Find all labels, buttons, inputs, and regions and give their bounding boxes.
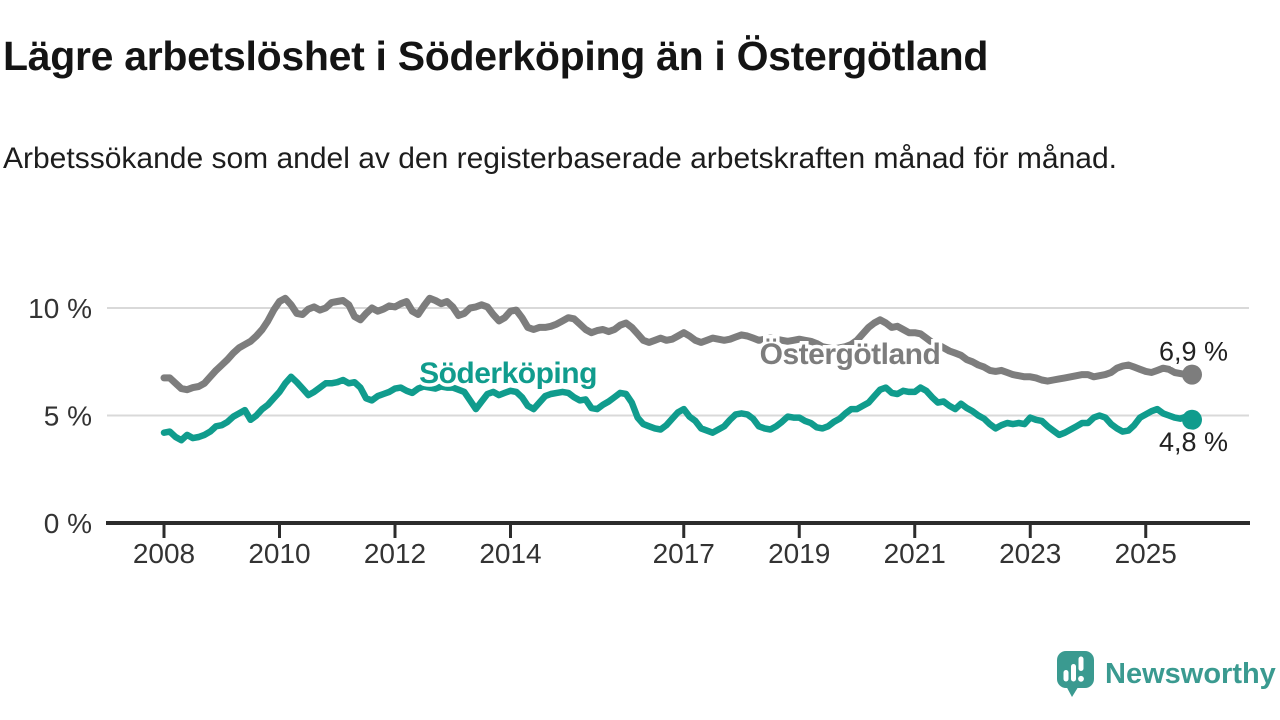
y-axis-tick-label: 10 % [28, 293, 92, 324]
x-axis-tick-label: 2008 [133, 538, 195, 569]
x-axis-tick-label: 2010 [248, 538, 310, 569]
bar-chart-speech-bubble-icon [1057, 651, 1094, 697]
series-end-dot [1182, 409, 1202, 430]
x-axis-tick-label: 2023 [999, 538, 1061, 569]
y-axis-tick-label: 5 % [44, 401, 92, 432]
x-axis-tick-label: 2021 [884, 538, 946, 569]
series-line-ostergotland [160, 294, 1196, 394]
series-end-value-label: 4,8 % [1159, 427, 1228, 457]
chart-title: Lägre arbetslöshet i Söderköping än i Ös… [3, 33, 989, 79]
line-chart: 10 % 5 % 0 % 2008 2010 2012 2014 2017 2019 2021 20… [28, 293, 1250, 569]
series-end-value-label: 6,9 % [1159, 337, 1228, 367]
x-axis-tick-label: 2014 [479, 538, 541, 569]
newsworthy-logo-text: Newsworthy [1105, 657, 1276, 690]
series-label: Östergötland [760, 338, 941, 371]
x-axis-tick-label: 2012 [364, 538, 426, 569]
series-end-dot [1182, 364, 1202, 385]
x-axis-tick-label: 2019 [768, 538, 830, 569]
series-line-soderkoping [160, 373, 1196, 444]
x-axis-tick-label: 2017 [653, 538, 715, 569]
chart-subtitle: Arbetssökande som andel av den registerb… [3, 142, 1117, 175]
newsworthy-logo: Newsworthy [1056, 649, 1276, 699]
series-label: Söderköping [419, 357, 597, 390]
x-axis-tick-label: 2025 [1115, 538, 1177, 569]
y-axis-tick-label: 0 % [44, 508, 92, 539]
